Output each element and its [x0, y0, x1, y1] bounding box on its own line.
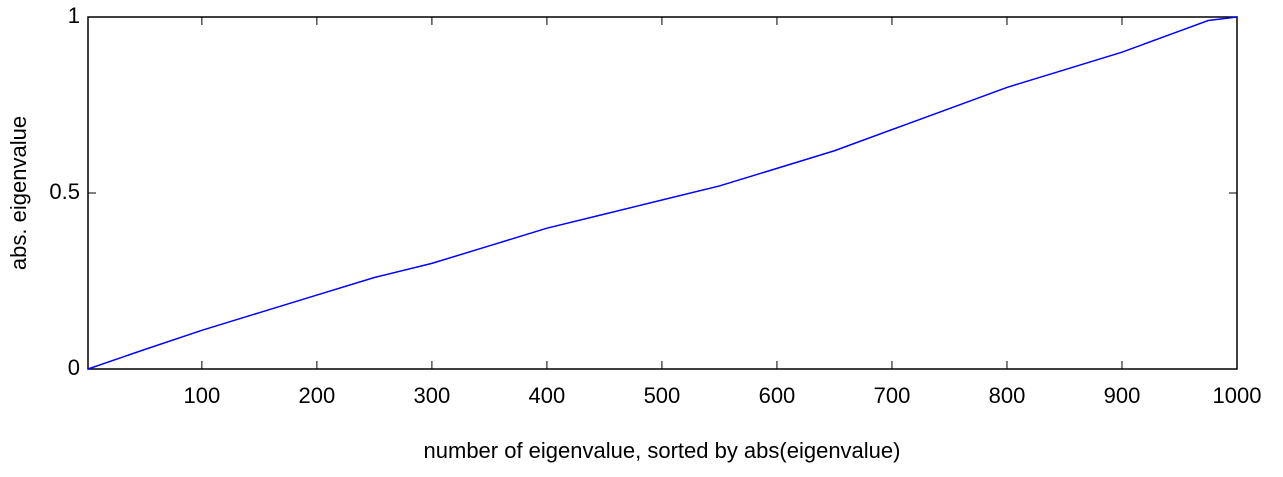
x-tick-label: 1000 [1213, 383, 1262, 408]
x-tick-label: 300 [414, 383, 451, 408]
x-tick-label: 900 [1104, 383, 1141, 408]
x-tick-label: 700 [874, 383, 911, 408]
x-tick-label: 800 [989, 383, 1026, 408]
y-tick-label: 1 [68, 3, 80, 28]
data-line [87, 16, 1238, 370]
y-tick-label: 0 [68, 355, 80, 380]
y-tick-label: 0.5 [49, 179, 80, 204]
x-tick-label: 200 [299, 383, 336, 408]
x-axis-label: number of eigenvalue, sorted by abs(eige… [424, 438, 901, 463]
x-tick-label: 400 [529, 383, 566, 408]
x-tick-label: 600 [759, 383, 796, 408]
x-tick-label: 500 [644, 383, 681, 408]
x-tick-label: 100 [184, 383, 221, 408]
y-axis-label: abs. eigenvalue [6, 116, 31, 270]
